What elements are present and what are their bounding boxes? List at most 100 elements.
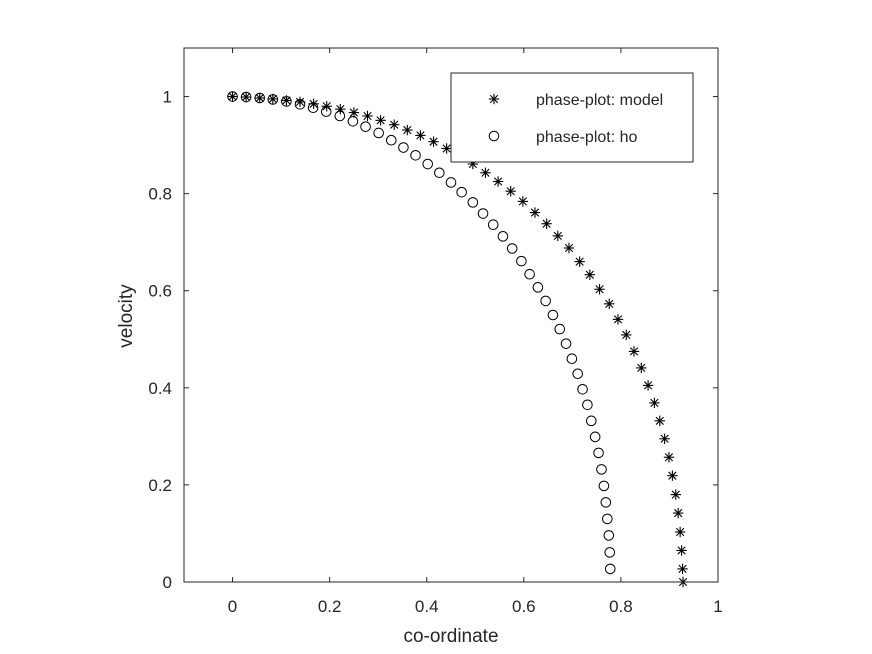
data-point-ho [524,268,535,280]
data-point-model [552,230,563,242]
data-point-model [674,526,686,538]
data-point-ho [540,295,551,307]
data-point-model [677,563,688,575]
data-point-ho [227,91,238,102]
data-point-ho [398,142,409,153]
data-point-ho [373,127,384,139]
x-tick-label: 0.8 [609,597,633,616]
data-point-ho [554,323,566,335]
data-point-model [667,470,678,481]
x-tick-label: 0.4 [415,597,439,616]
y-tick-label: 0.8 [148,185,172,204]
data-point-model [240,91,252,103]
legend-box [450,72,694,163]
legend: phase-plot: model phase-plot: ho [450,72,694,163]
data-point-ho [603,530,615,541]
data-point-model [321,101,332,112]
data-point-ho [456,186,467,198]
data-point-ho [593,447,604,459]
series-layer [227,91,689,588]
series-model [227,91,689,588]
data-point-ho [334,110,346,122]
data-point-ho [560,338,572,349]
x-tick-label: 0.6 [512,597,536,616]
data-point-model [574,256,585,267]
data-point-model [563,242,575,254]
data-point-model [621,329,632,341]
data-point-model [389,119,400,130]
data-point-ho [585,415,597,427]
data-point-ho [604,547,616,558]
data-point-model [654,415,665,427]
data-point-model [441,143,452,154]
data-point-ho [598,480,610,492]
data-point-model [663,452,675,463]
y-tick-label: 1 [163,88,172,107]
series-ho [227,91,616,575]
data-point-model [362,110,373,122]
data-point-ho [281,96,292,107]
data-point-model [428,136,439,147]
legend-circle-icon [488,130,500,142]
data-point-ho [600,497,612,508]
data-point-model [517,196,529,207]
y-tick-label: 0 [163,573,172,592]
data-point-model [281,95,292,106]
data-point-ho [307,102,319,114]
data-point-ho [320,106,332,117]
data-point-model [636,362,647,374]
legend-asterisk-icon [488,93,500,105]
data-point-model [541,218,552,229]
data-point-ho [589,431,601,443]
data-point-ho [516,255,527,267]
y-axis-label: velocity [116,284,137,348]
legend-label-ho: phase-plot: ho [536,129,638,146]
data-point-model [594,284,605,295]
data-point-model [415,130,426,141]
legend-label-model: phase-plot: model [536,92,663,109]
y-tick-label: 0.4 [148,379,172,398]
data-point-ho [547,309,559,321]
data-point-ho [267,94,279,105]
x-axis-label: co-ordinate [403,626,498,647]
data-point-model [670,489,681,500]
data-point-ho [385,134,397,146]
data-point-ho [422,158,433,170]
data-point-model [254,92,265,104]
data-point-ho [347,116,359,127]
data-point-model [267,93,279,105]
data-point-ho [604,563,616,575]
data-point-model [584,269,596,280]
data-point-ho [577,383,588,395]
data-point-ho [477,208,489,219]
data-point-model [348,107,360,118]
data-point-model [612,314,624,325]
data-point-model [676,545,687,556]
data-point-ho [487,219,499,231]
data-point-ho [467,197,479,208]
data-point-model [492,176,504,187]
data-point-model [294,96,306,108]
data-point-ho [360,121,371,132]
data-point-ho [410,149,421,161]
data-point-ho [254,92,266,104]
data-point-model [604,298,615,310]
data-point-model [505,186,516,197]
data-point-ho [445,177,457,188]
data-point-ho [596,464,607,475]
x-tick-labels: 0 0.2 0.4 0.6 0.8 1 [228,597,723,616]
x-tick-label: 0 [228,597,237,616]
x-tick-label: 1 [713,597,722,616]
y-tick-labels: 0 0.2 0.4 0.6 0.8 1 [148,88,172,592]
data-point-model [375,115,386,126]
data-point-model [628,346,640,357]
data-point-model [649,397,660,409]
data-point-ho [434,167,445,179]
data-point-ho [602,513,613,525]
data-point-ho [497,231,509,242]
data-point-ho [582,399,593,411]
data-point-ho [532,282,544,293]
data-point-model [227,91,238,102]
data-point-model [659,433,670,444]
